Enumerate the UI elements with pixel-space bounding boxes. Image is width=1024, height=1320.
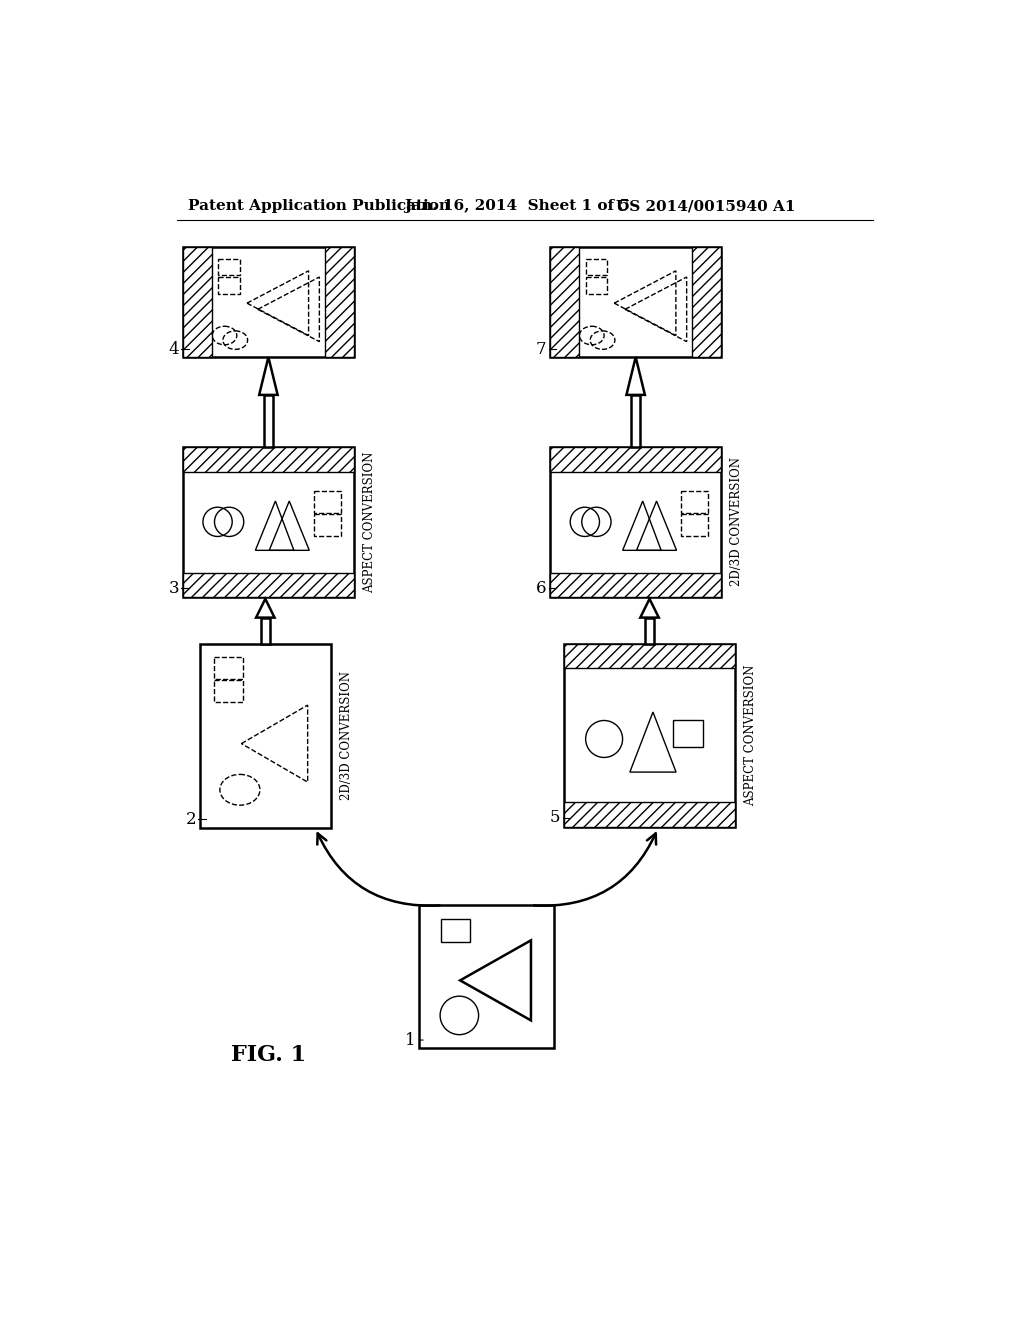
- Bar: [681, 491, 708, 512]
- Text: FIG. 1: FIG. 1: [230, 1044, 306, 1067]
- Text: 2: 2: [185, 810, 196, 828]
- Text: 7: 7: [536, 341, 547, 358]
- Bar: [586, 259, 607, 276]
- Bar: [183, 247, 212, 358]
- Bar: [218, 277, 240, 294]
- Bar: [564, 803, 735, 826]
- Text: 2D/3D CONVERSION: 2D/3D CONVERSION: [730, 457, 743, 586]
- Text: ASPECT CONVERSION: ASPECT CONVERSION: [364, 451, 376, 593]
- Bar: [586, 277, 607, 294]
- Bar: [441, 919, 470, 942]
- Bar: [564, 644, 735, 668]
- Bar: [264, 395, 272, 447]
- Text: 5: 5: [550, 809, 560, 826]
- Bar: [550, 447, 721, 597]
- Bar: [183, 573, 354, 597]
- Bar: [183, 447, 354, 597]
- Text: 2D/3D CONVERSION: 2D/3D CONVERSION: [340, 672, 353, 800]
- Bar: [550, 573, 721, 597]
- Text: US 2014/0015940 A1: US 2014/0015940 A1: [615, 199, 796, 213]
- Bar: [325, 247, 354, 358]
- Bar: [214, 657, 243, 678]
- Polygon shape: [259, 358, 278, 395]
- Text: ASPECT CONVERSION: ASPECT CONVERSION: [744, 664, 758, 805]
- Bar: [632, 395, 640, 447]
- Bar: [550, 247, 721, 358]
- Text: Patent Application Publication: Patent Application Publication: [188, 199, 451, 213]
- Bar: [183, 447, 354, 471]
- Bar: [692, 247, 721, 358]
- Text: 3: 3: [168, 579, 179, 597]
- Bar: [550, 447, 721, 471]
- Bar: [313, 515, 341, 536]
- Bar: [214, 681, 243, 702]
- Bar: [218, 259, 240, 276]
- Text: Jan. 16, 2014  Sheet 1 of 5: Jan. 16, 2014 Sheet 1 of 5: [403, 199, 630, 213]
- Text: 6: 6: [536, 579, 547, 597]
- Bar: [674, 719, 702, 747]
- Bar: [419, 906, 554, 1048]
- Bar: [550, 247, 580, 358]
- Bar: [261, 618, 269, 644]
- Polygon shape: [256, 599, 274, 618]
- Text: 1: 1: [404, 1031, 416, 1048]
- Bar: [681, 515, 708, 536]
- Text: 4: 4: [168, 341, 179, 358]
- Polygon shape: [627, 358, 645, 395]
- Bar: [313, 491, 341, 512]
- Polygon shape: [640, 599, 658, 618]
- Bar: [200, 644, 331, 829]
- Bar: [183, 247, 354, 358]
- Bar: [645, 618, 653, 644]
- Bar: [564, 644, 735, 826]
